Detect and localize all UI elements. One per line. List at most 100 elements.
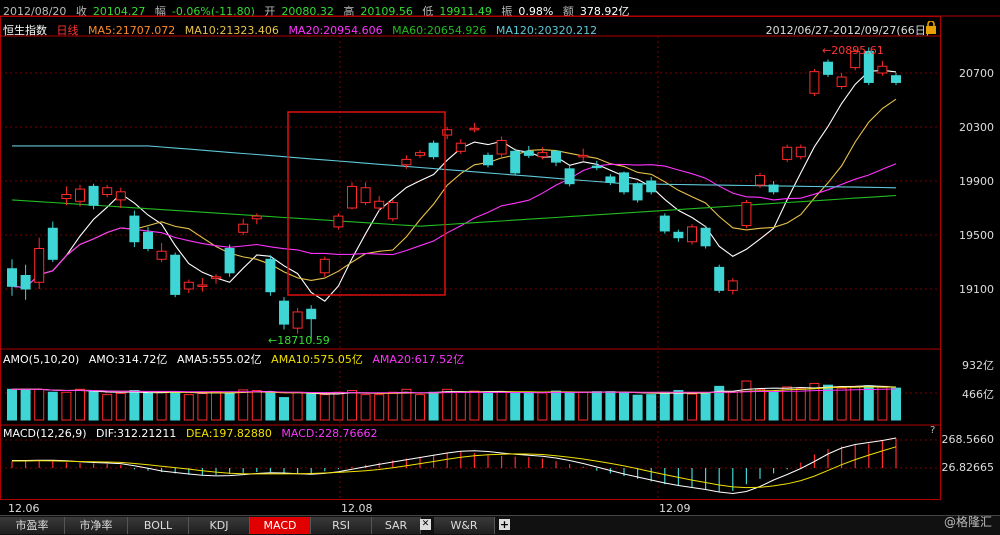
ma120-label: MA120:20320.212: [495, 24, 598, 37]
amo-bar: [578, 391, 589, 421]
candle-body: [768, 184, 779, 193]
ma120-line: [12, 145, 897, 189]
amo-bar: [47, 391, 58, 421]
amo-bar: [741, 380, 752, 421]
macd-value: MACD:228.76662: [281, 427, 378, 440]
close-tab-icon[interactable]: ✕: [420, 519, 431, 530]
price-tick: 19500: [959, 229, 994, 242]
candle-body: [360, 187, 371, 204]
candle-body: [442, 129, 453, 136]
tab-kdj[interactable]: KDJ: [189, 517, 250, 534]
candle-body: [183, 281, 194, 290]
ma-legend: 恒生指数 日线 MA5:21707.072 MA10:21323.406 MA2…: [3, 22, 603, 38]
period-label[interactable]: 日线: [56, 24, 79, 37]
x-tick: 12.08: [341, 502, 373, 515]
close-label: 收: [75, 5, 87, 18]
dif-line: [12, 437, 897, 495]
amo-bar: [156, 391, 167, 421]
amo-bar: [591, 391, 602, 421]
macd-legend: MACD(12,26,9) DIF:312.21211 DEA:197.8288…: [3, 427, 384, 440]
ma-lines: [11, 69, 897, 302]
amo-bar: [387, 391, 398, 421]
candle-body: [306, 308, 317, 320]
ama20-line: [12, 388, 897, 394]
candle-body: [809, 71, 820, 94]
candle-body: [156, 250, 167, 260]
x-tick: 12.09: [659, 502, 691, 515]
amo-bar: [836, 387, 847, 421]
amo-bar: [714, 385, 725, 421]
macd-tick: 268.5660: [941, 433, 995, 446]
change-label: 幅: [154, 5, 166, 18]
amo-bar: [183, 394, 194, 421]
amo-bar: [34, 388, 45, 421]
amo-legend: AMO(5,10,20) AMO:314.72亿 AMA5:555.02亿 AM…: [3, 351, 470, 367]
amo-tick: 932亿: [962, 359, 994, 372]
candle-body: [714, 266, 725, 291]
amo-bar: [306, 392, 317, 421]
amo-bar: [727, 391, 738, 421]
candle-body: [319, 258, 330, 274]
amo-bar: [197, 392, 208, 421]
ama5-line: [12, 385, 897, 395]
amplitude-label: 振: [501, 5, 513, 18]
tab-pe[interactable]: 市盈率: [0, 517, 65, 534]
amo-bar: [115, 392, 126, 421]
help-icon[interactable]: ?: [930, 425, 936, 436]
amo-bar: [7, 388, 17, 421]
tab-wr[interactable]: W&R: [434, 517, 495, 534]
ma60-line: [11, 194, 897, 227]
amo-bar: [374, 394, 385, 421]
pane-borders: [0, 15, 1000, 500]
tab-boll[interactable]: BOLL: [128, 517, 189, 534]
candle-body: [279, 300, 289, 325]
amo-title: AMO(5,10,20): [3, 353, 80, 366]
amo-bar: [442, 388, 453, 421]
candle-body: [863, 50, 874, 83]
open-label: 开: [264, 5, 276, 18]
macd-title: MACD(12,26,9): [3, 427, 87, 440]
amo-bar: [415, 394, 425, 421]
ma10-label: MA10:21323.406: [184, 24, 279, 37]
amo-bar: [863, 385, 874, 421]
candle-body: [238, 223, 249, 233]
amo-bar: [483, 392, 493, 421]
amo-bar: [850, 385, 861, 421]
add-tab-icon[interactable]: +: [499, 518, 510, 531]
candle-body: [564, 168, 575, 185]
candle-body: [578, 154, 589, 158]
amo-bar: [687, 393, 697, 421]
candle-body: [551, 150, 561, 163]
amo-bar: [401, 388, 412, 421]
amo-bar: [292, 391, 303, 421]
open-value: 20080.32: [281, 5, 334, 18]
candle-body: [659, 215, 670, 232]
candle-body: [75, 188, 85, 202]
candle-body: [47, 227, 58, 260]
highlight-box: [287, 111, 446, 296]
amo-bar: [102, 394, 113, 421]
close-value: 20104.27: [92, 5, 146, 18]
tab-sar[interactable]: SAR: [372, 517, 421, 534]
amo-bar: [659, 391, 670, 421]
amo-bars: [7, 380, 901, 421]
amount-value: 378.92亿: [579, 5, 630, 18]
macd-tick: 26.82665: [941, 461, 995, 474]
tab-rsi[interactable]: RSI: [311, 517, 372, 534]
candle-body: [469, 127, 480, 131]
tab-pb[interactable]: 市净率: [65, 517, 128, 534]
lock-icon[interactable]: [925, 21, 937, 34]
candle-body: [823, 61, 833, 75]
tab-macd[interactable]: MACD: [250, 517, 311, 534]
candle-body: [265, 258, 276, 293]
amo-bar: [700, 392, 711, 421]
amo-bar: [469, 390, 480, 421]
candle-body: [415, 152, 425, 156]
low-label: 低: [422, 5, 434, 18]
low-annotation-value: 18710.59: [277, 334, 330, 347]
candle-body: [143, 231, 153, 250]
dea-value: DEA:197.82880: [185, 427, 272, 440]
amo-bar: [20, 388, 31, 421]
ma20-line: [11, 163, 897, 289]
